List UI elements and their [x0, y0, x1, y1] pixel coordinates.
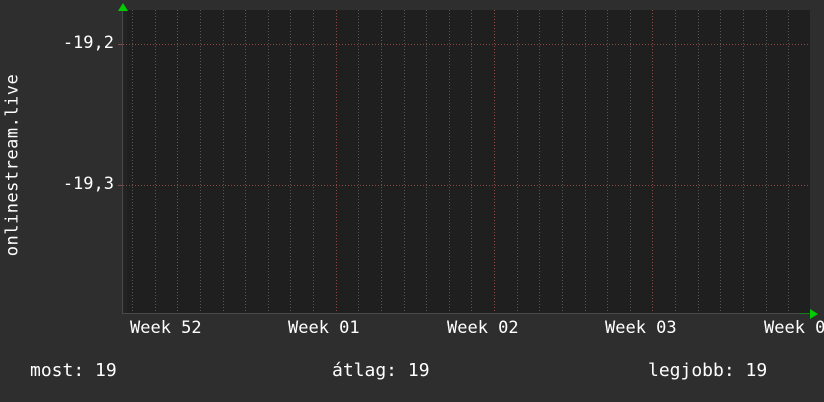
vertical-gridline-minor: [426, 10, 427, 313]
vertical-gridline-minor: [698, 10, 699, 313]
x-tick-label: Week 52: [130, 318, 202, 338]
x-tick-label: Week 0: [764, 318, 824, 338]
vertical-gridline-minor: [471, 10, 472, 313]
x-tick-label: Week 03: [605, 318, 677, 338]
vertical-gridline-minor: [290, 10, 291, 313]
horizontal-gridline: [123, 44, 810, 45]
vertical-gridline-major: [494, 10, 495, 313]
vertical-gridline-major: [652, 10, 653, 313]
vertical-gridline-minor: [245, 10, 246, 313]
y-tick-mark: [118, 44, 122, 45]
vertical-gridline-minor: [562, 10, 563, 313]
legend-best: legjobb: 19: [648, 360, 768, 381]
legend-row: most: 19 átlag: 19 legjobb: 19: [0, 360, 824, 390]
y-tick-label-text: -19,3: [62, 174, 114, 194]
x-axis-tick-labels: Week 52 Week 01 Week 02 Week 03 Week 0: [0, 318, 824, 344]
y-tick-mark: [118, 185, 122, 186]
y-axis-tick-labels: -19,2 -19,3: [0, 10, 122, 314]
x-tick-label: Week 01: [288, 318, 360, 338]
x-tick-label: Week 02: [447, 318, 519, 338]
vertical-gridline-major: [177, 10, 178, 313]
vertical-gridline-minor: [132, 10, 133, 313]
vertical-gridline-minor: [766, 10, 767, 313]
vertical-gridline-minor: [313, 10, 314, 313]
vertical-gridline-minor: [223, 10, 224, 313]
vertical-gridline-minor: [200, 10, 201, 313]
vertical-gridline-minor: [539, 10, 540, 313]
vertical-gridline-minor: [358, 10, 359, 313]
legend-average: átlag: 19: [332, 360, 430, 381]
x-axis-arrow-icon: [810, 309, 818, 319]
vertical-gridline-minor: [517, 10, 518, 313]
vertical-gridline-minor: [630, 10, 631, 313]
vertical-gridline-minor: [788, 10, 789, 313]
plot-area: [122, 10, 810, 314]
vertical-gridline-minor: [607, 10, 608, 313]
vertical-gridline-minor: [404, 10, 405, 313]
horizontal-gridline: [123, 185, 810, 186]
vertical-gridline-minor: [675, 10, 676, 313]
x-axis-end-stub: [800, 313, 809, 314]
y-tick-label-text: -19,2: [62, 33, 114, 53]
y-axis-arrow-icon: [118, 3, 128, 11]
vertical-gridline-minor: [720, 10, 721, 313]
vertical-gridline-minor: [155, 10, 156, 313]
vertical-gridline-minor: [585, 10, 586, 313]
legend-now: most: 19: [30, 360, 117, 381]
vertical-gridline-minor: [449, 10, 450, 313]
vertical-gridline-minor: [381, 10, 382, 313]
vertical-gridline-major: [336, 10, 337, 313]
vertical-gridline-minor: [743, 10, 744, 313]
vertical-gridline-minor: [268, 10, 269, 313]
